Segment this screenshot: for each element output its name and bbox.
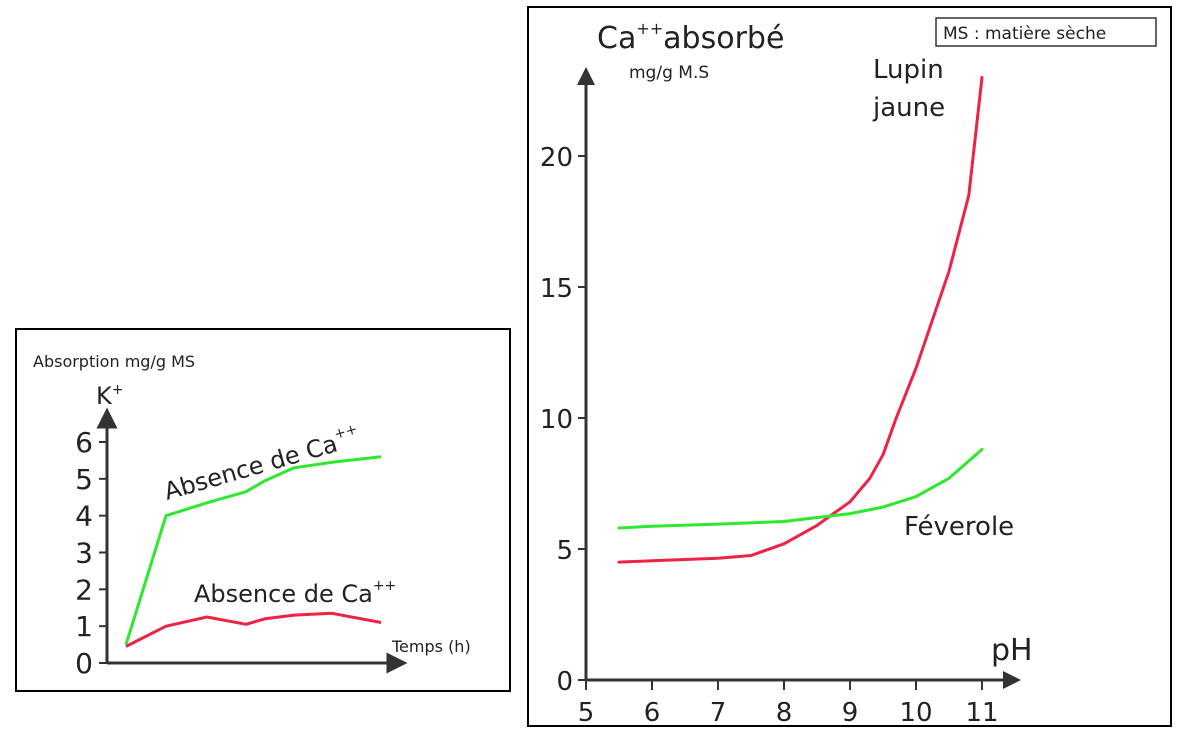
right-x-label: pH <box>991 633 1033 668</box>
right-x-tick-label: 7 <box>710 698 727 728</box>
left-top-label: Absorption mg/g MS <box>33 352 195 371</box>
left-series <box>124 455 382 648</box>
right-y-tick-label: 10 <box>540 405 573 435</box>
left-y-tick-label: 0 <box>75 647 93 680</box>
left-y-tick-label: 6 <box>75 426 93 459</box>
left-y-tick-label: 2 <box>75 573 93 606</box>
lupin-label-line1: Lupin <box>873 55 944 85</box>
left-series-line-green <box>124 455 382 646</box>
left-y-symbol: K+ <box>96 382 123 410</box>
right-x-tick-label: 10 <box>899 698 932 728</box>
right-chart-svg: Ca++absorbé mg/g M.S MS : matière sèche … <box>540 17 1157 728</box>
left-y-tick-label: 4 <box>75 500 93 533</box>
left-y-tick-label: 1 <box>75 610 93 643</box>
left-series-line-red <box>125 611 382 648</box>
right-x-tick-label: 9 <box>842 698 859 728</box>
right-series-line-green <box>617 447 984 530</box>
left-x-label: Temps (h) <box>391 637 471 656</box>
right-y-tick-label: 0 <box>556 667 573 697</box>
legend-box <box>935 17 1157 47</box>
left-red-label: Absence de Ca++ <box>194 578 396 608</box>
right-y-title: Ca++absorbé <box>597 19 784 56</box>
right-series <box>617 75 984 564</box>
left-y-tick-label: 5 <box>75 463 93 496</box>
right-series-line-red <box>617 75 984 564</box>
lupin-label-line2: jaune <box>872 93 945 123</box>
right-y-unit: mg/g M.S <box>629 63 709 83</box>
left-y-tick-label: 3 <box>75 537 93 570</box>
right-y-tick-label: 15 <box>540 274 573 304</box>
right-x-tick-label: 6 <box>644 698 661 728</box>
right-y-tick-label: 20 <box>540 143 573 173</box>
right-y-tick-label: 5 <box>556 536 573 566</box>
right-chart-panel: Ca++absorbé mg/g M.S MS : matière sèche … <box>527 6 1172 728</box>
right-x-tick-label: 8 <box>776 698 793 728</box>
right-x-tick-label: 11 <box>965 698 998 728</box>
feverole-label: Féverole <box>904 512 1014 542</box>
right-x-tick-label: 5 <box>578 698 595 728</box>
legend-box-text: MS : matière sèche <box>943 24 1106 44</box>
